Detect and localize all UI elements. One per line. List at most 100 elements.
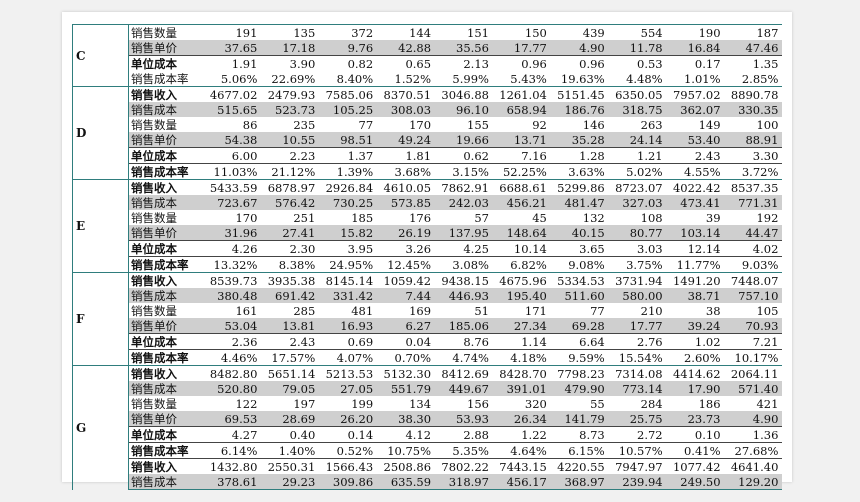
value-cell[interactable]: 4641.40 [724, 458, 783, 474]
value-cell[interactable]: 5299.86 [550, 179, 609, 195]
value-cell[interactable]: 156 [467, 396, 489, 411]
value-cell[interactable]: 100 [756, 117, 779, 132]
value-cell[interactable]: 8.38% [261, 256, 320, 273]
row-label[interactable]: 销售单价 [128, 132, 204, 148]
value-cell[interactable]: 11.78 [608, 40, 667, 56]
value-cell[interactable]: 155 [467, 117, 489, 132]
value-cell[interactable]: 4.48% [608, 71, 667, 87]
value-cell[interactable]: 17.90 [666, 381, 725, 396]
value-cell[interactable]: 141.79 [550, 411, 609, 427]
row-label[interactable]: 销售成本率 [128, 256, 204, 273]
value-cell[interactable]: 378.61 [203, 474, 262, 490]
value-cell[interactable]: 8.76 [435, 333, 493, 350]
value-cell[interactable]: 5132.30 [377, 365, 436, 381]
value-cell[interactable]: 92 [532, 117, 547, 132]
value-cell[interactable]: 96.10 [435, 102, 493, 117]
value-cell[interactable]: 723.67 [203, 195, 262, 210]
value-cell[interactable]: 9.76 [319, 40, 378, 56]
value-cell[interactable]: 195.40 [492, 288, 551, 303]
value-cell[interactable]: 580.00 [608, 288, 667, 303]
value-cell[interactable]: 171 [524, 303, 547, 318]
value-cell[interactable]: 4.07% [319, 349, 378, 366]
value-cell[interactable]: 6350.05 [608, 86, 667, 102]
value-cell[interactable]: 456.17 [492, 474, 551, 490]
row-label[interactable]: 销售数量 [128, 24, 204, 40]
value-cell[interactable]: 5.06% [203, 71, 262, 87]
value-cell[interactable]: 421 [756, 396, 779, 411]
value-cell[interactable]: 190 [666, 24, 725, 40]
value-cell[interactable]: 573.85 [377, 195, 436, 210]
value-cell[interactable]: 576.42 [261, 195, 320, 210]
value-cell[interactable]: 5651.14 [261, 365, 320, 381]
value-cell[interactable]: 161 [235, 303, 258, 318]
value-cell[interactable]: 6.64 [550, 333, 609, 350]
value-cell[interactable]: 137.95 [435, 225, 493, 241]
value-cell[interactable]: 2.60% [666, 349, 725, 366]
value-cell[interactable]: 122 [235, 396, 258, 411]
value-cell[interactable]: 4.90 [724, 411, 783, 427]
value-cell[interactable]: 372 [319, 24, 378, 40]
value-cell[interactable]: 8539.73 [203, 272, 262, 288]
value-cell[interactable]: 362.07 [666, 102, 725, 117]
value-cell[interactable]: 730.25 [319, 195, 378, 210]
value-cell[interactable]: 2.43 [666, 147, 725, 164]
value-cell[interactable]: 4220.55 [550, 458, 609, 474]
value-cell[interactable]: 330.35 [724, 102, 783, 117]
value-cell[interactable]: 3.15% [435, 163, 493, 180]
value-cell[interactable]: 105 [756, 303, 779, 318]
value-cell[interactable]: 4.46% [203, 349, 262, 366]
value-cell[interactable]: 17.57% [261, 349, 320, 366]
value-cell[interactable]: 27.05 [319, 381, 378, 396]
value-cell[interactable]: 21.12% [261, 163, 320, 180]
value-cell[interactable]: 77 [590, 303, 605, 318]
value-cell[interactable]: 187 [724, 24, 783, 40]
value-cell[interactable]: 1.35 [724, 55, 783, 71]
value-cell[interactable]: 7585.06 [319, 86, 378, 102]
row-label[interactable]: 销售收入 [128, 179, 204, 195]
value-cell[interactable]: 6.82% [492, 256, 551, 273]
value-cell[interactable]: 149 [698, 117, 721, 132]
value-cell[interactable]: 5.99% [435, 71, 493, 87]
value-cell[interactable]: 1.01% [666, 71, 725, 87]
value-cell[interactable]: 4.25 [435, 240, 493, 257]
value-cell[interactable]: 1.21 [608, 147, 667, 164]
value-cell[interactable]: 2.43 [261, 333, 320, 350]
value-cell[interactable]: 242.03 [435, 195, 493, 210]
value-cell[interactable]: 1.02 [666, 333, 725, 350]
value-cell[interactable]: 52.25% [492, 163, 551, 180]
value-cell[interactable]: 13.71 [492, 132, 551, 148]
value-cell[interactable]: 135 [261, 24, 320, 40]
value-cell[interactable]: 0.40 [261, 426, 320, 443]
value-cell[interactable]: 25.75 [608, 411, 667, 427]
value-cell[interactable]: 3.65 [550, 240, 609, 257]
value-cell[interactable]: 771.31 [724, 195, 783, 210]
row-label[interactable]: 单位成本 [128, 147, 204, 164]
value-cell[interactable]: 9438.15 [435, 272, 493, 288]
value-cell[interactable]: 773.14 [608, 381, 667, 396]
value-cell[interactable]: 16.93 [319, 318, 378, 334]
value-cell[interactable]: 80.77 [608, 225, 667, 241]
value-cell[interactable]: 7862.91 [435, 179, 493, 195]
value-cell[interactable]: 0.82 [319, 55, 378, 71]
row-label[interactable]: 单位成本 [128, 426, 204, 443]
value-cell[interactable]: 1.40% [261, 442, 320, 459]
value-cell[interactable]: 5151.45 [550, 86, 609, 102]
group-code[interactable]: C [72, 24, 129, 87]
value-cell[interactable]: 6688.61 [492, 179, 551, 195]
value-cell[interactable]: 35.56 [435, 40, 493, 56]
value-cell[interactable]: 1059.42 [377, 272, 436, 288]
value-cell[interactable]: 8412.69 [435, 365, 493, 381]
value-cell[interactable]: 7.21 [724, 333, 783, 350]
value-cell[interactable]: 5433.59 [203, 179, 262, 195]
value-cell[interactable]: 27.34 [492, 318, 551, 334]
value-cell[interactable]: 144 [377, 24, 436, 40]
value-cell[interactable]: 7802.22 [435, 458, 493, 474]
value-cell[interactable]: 4.02 [724, 240, 783, 257]
value-cell[interactable]: 7448.07 [724, 272, 783, 288]
value-cell[interactable]: 103.14 [666, 225, 725, 241]
value-cell[interactable]: 1566.43 [319, 458, 378, 474]
value-cell[interactable]: 169 [409, 303, 432, 318]
value-cell[interactable]: 150 [492, 24, 551, 40]
value-cell[interactable]: 53.40 [666, 132, 725, 148]
value-cell[interactable]: 8537.35 [724, 179, 783, 195]
